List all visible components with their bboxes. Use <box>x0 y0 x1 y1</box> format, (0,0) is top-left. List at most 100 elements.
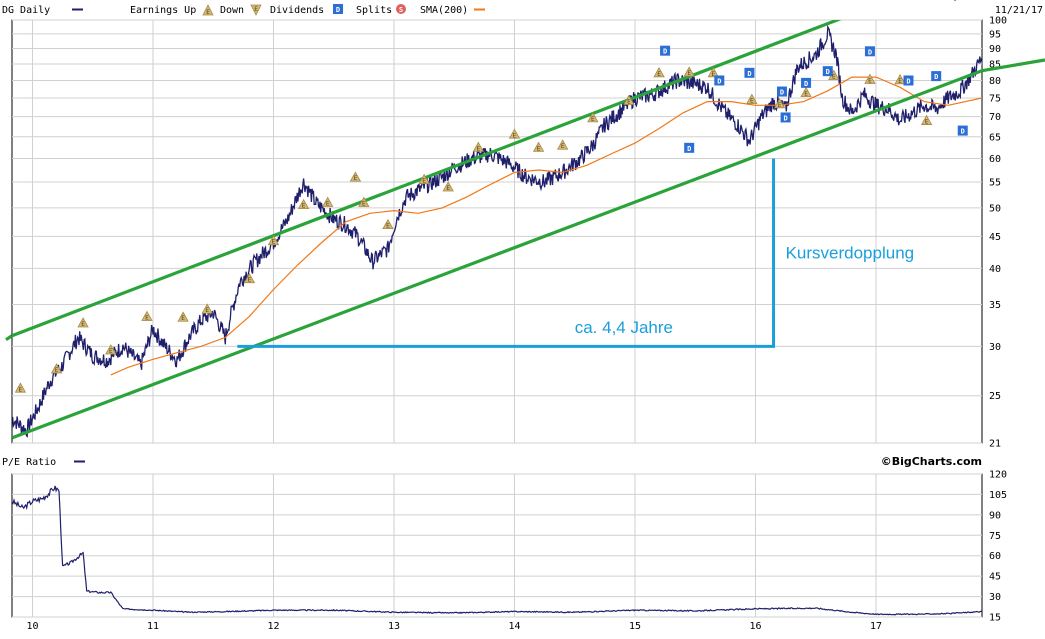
legend-series-label: DG Daily <box>2 5 50 16</box>
earnings-marker-triangle <box>105 344 117 355</box>
earnings-marker-triangle <box>267 234 280 246</box>
dividend-marker: D <box>957 125 968 136</box>
earnings-marker-triangle <box>894 73 906 85</box>
earnings-marker-triangle <box>141 310 153 321</box>
legend-earnings-up-symbol: E <box>206 9 210 16</box>
dividend-marker-box <box>684 142 695 153</box>
earnings-marker-symbol: E <box>81 321 85 328</box>
dividend-marker-box <box>957 125 968 136</box>
pe-y-tick-label-15: 15 <box>989 613 1001 624</box>
pe-y-tick-label-60: 60 <box>989 551 1001 562</box>
earnings-marker: E <box>442 181 454 192</box>
y-tick-label-55: 55 <box>989 178 1001 189</box>
earnings-marker-symbol: E <box>386 223 390 230</box>
y-tick-label-21: 21 <box>989 439 1001 450</box>
dividend-marker: D <box>714 75 725 86</box>
earnings-marker-triangle <box>418 173 430 184</box>
dividend-marker-symbol: D <box>783 114 787 122</box>
y-tick-label-85: 85 <box>989 60 1001 71</box>
earnings-marker-symbol: E <box>711 71 715 78</box>
y-tick-label-65: 65 <box>989 132 1001 143</box>
trend-line-upper-extension-left <box>5 334 13 342</box>
doubling-bracket <box>237 158 776 348</box>
dividend-marker-symbol: D <box>906 77 910 85</box>
price-series-line <box>12 24 982 438</box>
y-tick-label-70: 70 <box>989 112 1001 123</box>
earnings-marker-symbol: E <box>19 386 23 393</box>
x-tick-label-15: 15 <box>629 621 641 632</box>
bigcharts-brand: ©BigCharts.com <box>881 455 982 468</box>
earnings-marker-symbol: E <box>687 70 691 77</box>
earnings-marker: E <box>472 141 485 152</box>
legend-earnings-down-icon: E <box>250 4 262 16</box>
earnings-marker-symbol: E <box>477 145 481 152</box>
y-tick-label-90: 90 <box>989 44 1001 55</box>
earnings-marker-symbol: E <box>627 99 631 106</box>
earnings-marker-triangle <box>707 66 719 78</box>
earnings-marker-symbol: E <box>561 143 565 150</box>
dividend-marker-symbol: D <box>826 68 830 76</box>
dividend-marker-box <box>822 66 833 77</box>
earnings-marker: E <box>243 272 256 284</box>
earnings-marker-triangle <box>587 112 599 123</box>
y-tick-label-25: 25 <box>989 391 1001 402</box>
dividend-marker: D <box>801 77 812 88</box>
dividend-marker-symbol: D <box>687 145 691 153</box>
y-tick-label-50: 50 <box>989 203 1001 214</box>
legend-dividend-symbol: D <box>336 6 340 14</box>
earnings-marker: E <box>683 66 695 77</box>
dividend-marker: D <box>744 67 755 78</box>
pe-y-tick-label-105: 105 <box>989 490 1007 501</box>
earnings-marker: E <box>623 94 635 106</box>
dividend-marker-box <box>660 45 671 56</box>
dividend-marker-box <box>776 86 787 97</box>
dividend-marker-symbol: D <box>780 89 784 97</box>
earnings-marker-triangle <box>532 141 545 152</box>
dividend-marker-symbol: D <box>961 128 965 136</box>
dividend-marker-box <box>744 67 755 78</box>
earnings-marker-triangle <box>920 114 933 125</box>
earnings-marker-symbol: E <box>205 307 209 314</box>
earnings-marker: E <box>349 171 362 182</box>
earnings-marker: E <box>653 66 665 78</box>
earnings-marker-triangle <box>623 94 635 105</box>
trend-line-upper-channel <box>12 20 842 338</box>
earnings-marker: E <box>587 112 599 123</box>
earnings-marker: E <box>201 303 213 314</box>
earnings-marker: E <box>864 73 876 84</box>
earnings-marker-symbol: E <box>750 97 754 104</box>
legend-split-icon: S <box>396 4 406 14</box>
legend-earnings-up-label: Earnings Up <box>130 5 196 16</box>
x-tick-label-10: 10 <box>26 621 38 632</box>
y-tick-label-75: 75 <box>989 93 1001 104</box>
earnings-marker-symbol: E <box>804 91 808 98</box>
earnings-marker-triangle <box>653 66 665 78</box>
pe-panel-frame <box>11 473 983 618</box>
earnings-marker-symbol: E <box>868 77 872 84</box>
earnings-marker-symbol: E <box>537 145 541 152</box>
earnings-marker-symbol: E <box>272 239 276 246</box>
dividend-marker-box <box>801 77 812 88</box>
earnings-marker-triangle <box>472 141 485 152</box>
earnings-marker: E <box>14 382 27 393</box>
y-tick-label-80: 80 <box>989 76 1001 87</box>
earnings-marker-symbol: E <box>513 132 517 139</box>
y-tick-label-60: 60 <box>989 154 1001 165</box>
dividend-marker-symbol: D <box>934 73 938 81</box>
earnings-marker-symbol: E <box>55 367 59 374</box>
earnings-marker: E <box>105 344 117 355</box>
earnings-marker-symbol: E <box>354 175 358 182</box>
dividend-marker-symbol: D <box>868 48 872 56</box>
earnings-marker-triangle <box>800 86 812 98</box>
dividend-marker-symbol: D <box>663 48 667 56</box>
earnings-marker-triangle <box>243 272 256 284</box>
x-tick-label-16: 16 <box>749 621 761 632</box>
earnings-marker-symbol: E <box>145 314 149 321</box>
earnings-marker-symbol: E <box>778 102 782 109</box>
earnings-marker: E <box>556 139 569 150</box>
sma-200-line <box>110 76 982 376</box>
dividend-marker: D <box>903 75 914 86</box>
dividend-marker-box <box>780 112 791 123</box>
